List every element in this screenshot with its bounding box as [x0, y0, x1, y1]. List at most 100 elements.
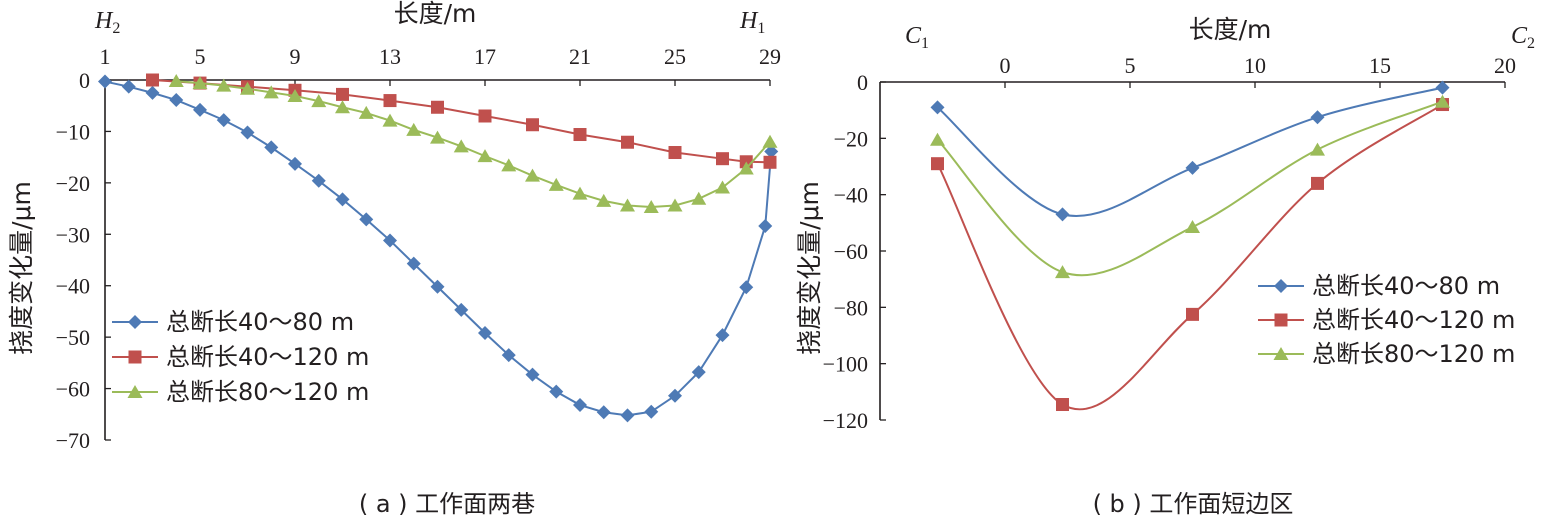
- end-label-left: C1: [905, 23, 929, 52]
- data-point: [549, 384, 564, 399]
- end-label-right: C2: [1511, 23, 1535, 52]
- legend-label: 总断长40～80 m: [1312, 272, 1500, 300]
- data-point: [621, 135, 634, 149]
- series-1: [98, 74, 779, 423]
- legend: 总断长40～80 m 总断长40～120 m 总断长80～120 m: [1258, 272, 1515, 368]
- data-point: [715, 328, 730, 343]
- data-point: [738, 161, 754, 175]
- data-point: [930, 132, 945, 146]
- data-point: [764, 144, 779, 159]
- y-tick-label: −20: [56, 171, 90, 196]
- figure-caption: ( b ) 工作面短边区: [1093, 490, 1294, 518]
- data-point: [192, 76, 208, 90]
- y-tick-label: 0: [79, 68, 90, 93]
- data-point: [1055, 207, 1070, 222]
- data-point: [596, 193, 612, 207]
- x-axis-label: 长度/m: [1189, 15, 1272, 44]
- data-point: [526, 118, 539, 132]
- series-3: [168, 74, 778, 214]
- x-tick-label: 9: [290, 44, 301, 69]
- y-tick-label: −30: [56, 222, 90, 247]
- data-point: [548, 177, 564, 191]
- series-3: [930, 94, 1450, 279]
- chart-a: 1 5 9 13 17 21 25 290−10−20−30−40−50−60−70长度/m挠…: [7, 0, 781, 518]
- data-point: [716, 152, 729, 166]
- figure-caption: ( a ) 工作面两巷: [359, 490, 535, 518]
- x-axis-label: 长度/m: [394, 0, 477, 28]
- data-point: [1056, 398, 1069, 412]
- y-tick-label: 0: [857, 70, 868, 95]
- data-point: [1435, 94, 1450, 108]
- data-point: [572, 186, 588, 200]
- end-label-left-sub: 1: [921, 35, 929, 52]
- data-point: [596, 405, 611, 420]
- x-tick-label: 5: [195, 44, 206, 69]
- legend-label: 总断长40～120 m: [166, 343, 369, 371]
- end-label-right-sub: 1: [757, 20, 765, 37]
- y-axis-label: 挠度变化量/μm: [795, 181, 824, 355]
- data-point: [525, 367, 540, 382]
- data-point: [715, 180, 730, 194]
- y-tick-label: −40: [834, 183, 868, 208]
- data-point: [763, 155, 777, 169]
- data-point: [1435, 80, 1450, 95]
- data-point: [216, 78, 232, 92]
- x-tick-label: 1: [100, 44, 111, 69]
- legend-marker: [128, 315, 142, 329]
- data-point: [644, 404, 659, 419]
- y-tick-label: −50: [56, 325, 90, 350]
- y-tick-label: −20: [834, 126, 868, 151]
- legend-marker: [1274, 313, 1288, 327]
- data-point: [667, 198, 683, 212]
- x-tick-label: 5: [1125, 53, 1136, 78]
- data-point: [169, 93, 184, 108]
- data-point: [1055, 265, 1070, 279]
- data-point: [573, 398, 587, 413]
- data-point: [620, 408, 635, 423]
- data-point: [573, 128, 587, 142]
- x-tick-label: 20: [1494, 53, 1516, 78]
- data-point: [430, 130, 445, 144]
- data-point: [98, 74, 112, 89]
- y-tick-label: −80: [834, 295, 868, 320]
- data-point: [454, 302, 469, 317]
- data-point: [311, 173, 326, 188]
- x-tick-label: 29: [759, 44, 781, 69]
- x-tick-label: 10: [1244, 53, 1266, 78]
- data-point: [477, 149, 493, 163]
- data-point: [668, 146, 682, 160]
- legend-marker: [1273, 347, 1289, 360]
- y-tick-label: −10: [56, 119, 90, 144]
- legend-label: 总断长80～120 m: [166, 378, 369, 406]
- y-tick-label: −100: [823, 352, 868, 377]
- legend-label: 总断长80～120 m: [1312, 340, 1515, 368]
- data-point: [643, 200, 659, 214]
- data-point: [240, 125, 255, 140]
- data-point: [525, 168, 540, 182]
- y-tick-label: −70: [56, 428, 90, 453]
- data-point: [501, 348, 516, 363]
- x-tick-label: 15: [1369, 53, 1391, 78]
- data-point: [335, 100, 350, 114]
- legend-marker: [127, 385, 143, 398]
- data-point: [1310, 110, 1325, 125]
- data-point: [145, 85, 160, 100]
- data-point: [931, 157, 944, 171]
- data-point: [383, 233, 397, 248]
- data-point: [146, 73, 159, 87]
- series-line: [936, 100, 1443, 277]
- data-point: [1185, 220, 1200, 234]
- data-point: [453, 139, 469, 153]
- x-tick-label: 0: [1000, 53, 1011, 78]
- data-point: [383, 94, 397, 108]
- y-tick-label: −120: [823, 408, 868, 433]
- data-point: [359, 212, 374, 227]
- data-point: [168, 74, 184, 88]
- series-1: [930, 80, 1450, 222]
- data-point: [311, 94, 327, 108]
- legend-label: 总断长40～120 m: [1312, 306, 1515, 334]
- data-point: [216, 113, 231, 128]
- end-label-right-sub: 2: [1527, 35, 1535, 52]
- legend-marker: [1274, 279, 1288, 293]
- data-point: [691, 365, 706, 380]
